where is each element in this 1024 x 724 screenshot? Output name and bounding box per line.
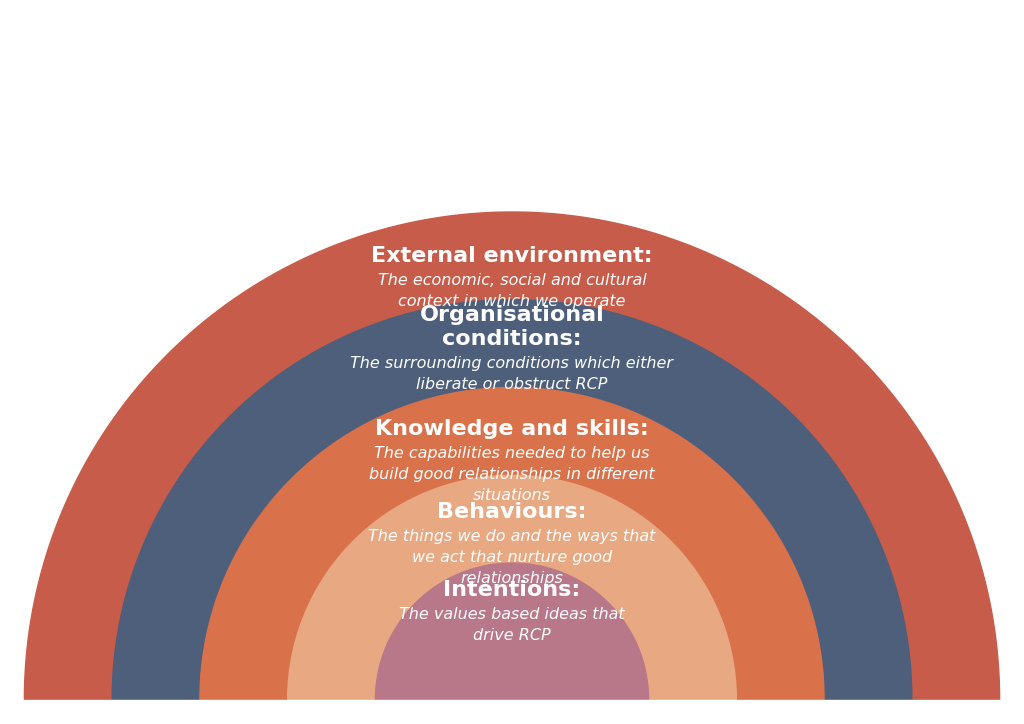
Polygon shape — [0, 699, 1024, 724]
Text: The economic, social and cultural
context in which we operate: The economic, social and cultural contex… — [378, 273, 646, 309]
Polygon shape — [113, 300, 911, 699]
Polygon shape — [376, 563, 648, 699]
Polygon shape — [288, 476, 736, 699]
Polygon shape — [200, 387, 824, 699]
Text: Knowledge and skills:: Knowledge and skills: — [375, 418, 649, 439]
Text: The values based ideas that
drive RCP: The values based ideas that drive RCP — [399, 607, 625, 643]
Text: Behaviours:: Behaviours: — [437, 502, 587, 521]
Text: External environment:: External environment: — [371, 245, 653, 266]
Text: Organisational
conditions:: Organisational conditions: — [420, 306, 604, 348]
Text: The things we do and the ways that
we act that nurture good
relationships: The things we do and the ways that we ac… — [369, 529, 655, 586]
Text: Intentions:: Intentions: — [443, 580, 581, 599]
Text: The surrounding conditions which either
liberate or obstruct RCP: The surrounding conditions which either … — [350, 356, 674, 392]
Polygon shape — [25, 212, 999, 699]
Text: The capabilities needed to help us
build good relationships in different
situati: The capabilities needed to help us build… — [369, 446, 655, 503]
